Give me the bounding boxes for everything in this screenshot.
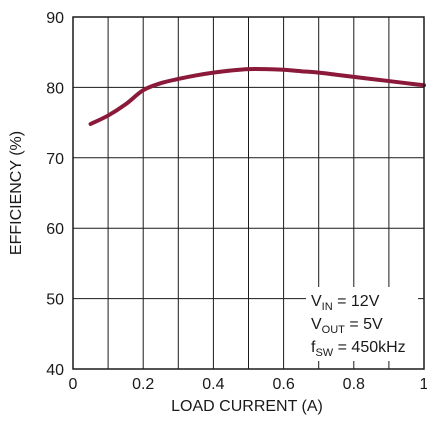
annotation-line: fSW = 450kHz: [311, 339, 406, 359]
y-tick-label: 90: [46, 10, 64, 27]
y-tick-label: 60: [46, 221, 64, 238]
y-tick-label: 40: [46, 362, 64, 379]
x-tick-label: 0: [69, 376, 78, 393]
plot-frame: [72, 16, 425, 370]
x-tick-label: 1: [420, 376, 427, 393]
y-tick-label: 70: [46, 151, 64, 168]
x-tick-label: 0.6: [272, 376, 294, 393]
y-tick-labels: 40 50 60 70 80 90: [46, 10, 64, 379]
y-tick-label: 80: [46, 80, 64, 97]
x-tick-label: 0.8: [343, 376, 365, 393]
efficiency-curve: [88, 66, 426, 127]
x-tick-labels: 0 0.2 0.4 0.6 0.8 1: [69, 376, 427, 393]
x-tick-label: 0.4: [202, 376, 224, 393]
annotation-background: [306, 287, 418, 361]
annotation-line: VIN = 12V: [311, 293, 380, 313]
x-tick-label: 0.2: [132, 376, 154, 393]
annotation-line: VOUT = 5V: [311, 316, 383, 336]
y-axis-label: EFFICIENCY (%): [8, 131, 25, 255]
condition-annotation: VIN = 12V VOUT = 5V fSW = 450kHz: [306, 287, 418, 361]
x-axis-label: LOAD CURRENT (A): [171, 398, 323, 415]
series-layer: [88, 66, 426, 127]
y-tick-label: 50: [46, 292, 64, 309]
